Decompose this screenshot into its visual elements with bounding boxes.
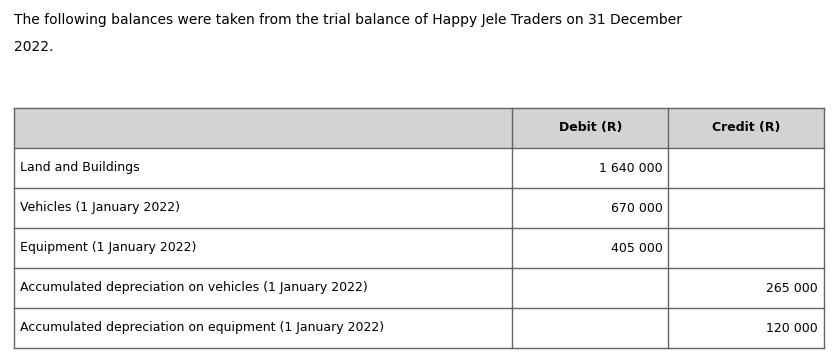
- Bar: [512, 148, 669, 188]
- Text: 265 000: 265 000: [766, 281, 818, 295]
- Bar: [14, 188, 512, 228]
- Bar: [512, 108, 669, 148]
- Text: Accumulated depreciation on equipment (1 January 2022): Accumulated depreciation on equipment (1…: [20, 321, 384, 334]
- Text: 120 000: 120 000: [766, 321, 818, 334]
- Text: 670 000: 670 000: [611, 202, 663, 214]
- Bar: [14, 308, 512, 348]
- Bar: [14, 268, 512, 308]
- Text: Credit (R): Credit (R): [712, 121, 780, 135]
- Bar: [669, 148, 824, 188]
- Bar: [512, 308, 669, 348]
- Bar: [669, 308, 824, 348]
- Bar: [14, 148, 512, 188]
- Bar: [512, 188, 669, 228]
- Text: Debit (R): Debit (R): [559, 121, 622, 135]
- Text: Equipment (1 January 2022): Equipment (1 January 2022): [20, 242, 196, 255]
- Bar: [512, 228, 669, 268]
- Text: The following balances were taken from the trial balance of Happy Jele Traders o: The following balances were taken from t…: [14, 13, 682, 27]
- Bar: [669, 188, 824, 228]
- Bar: [14, 228, 512, 268]
- Text: 1 640 000: 1 640 000: [599, 161, 663, 174]
- Text: 405 000: 405 000: [611, 242, 663, 255]
- Bar: [14, 108, 512, 148]
- Bar: [669, 268, 824, 308]
- Bar: [512, 268, 669, 308]
- Bar: [669, 108, 824, 148]
- Bar: [669, 228, 824, 268]
- Text: Vehicles (1 January 2022): Vehicles (1 January 2022): [20, 202, 180, 214]
- Text: 2022.: 2022.: [14, 40, 54, 54]
- Text: Accumulated depreciation on vehicles (1 January 2022): Accumulated depreciation on vehicles (1 …: [20, 281, 368, 295]
- Text: Land and Buildings: Land and Buildings: [20, 161, 140, 174]
